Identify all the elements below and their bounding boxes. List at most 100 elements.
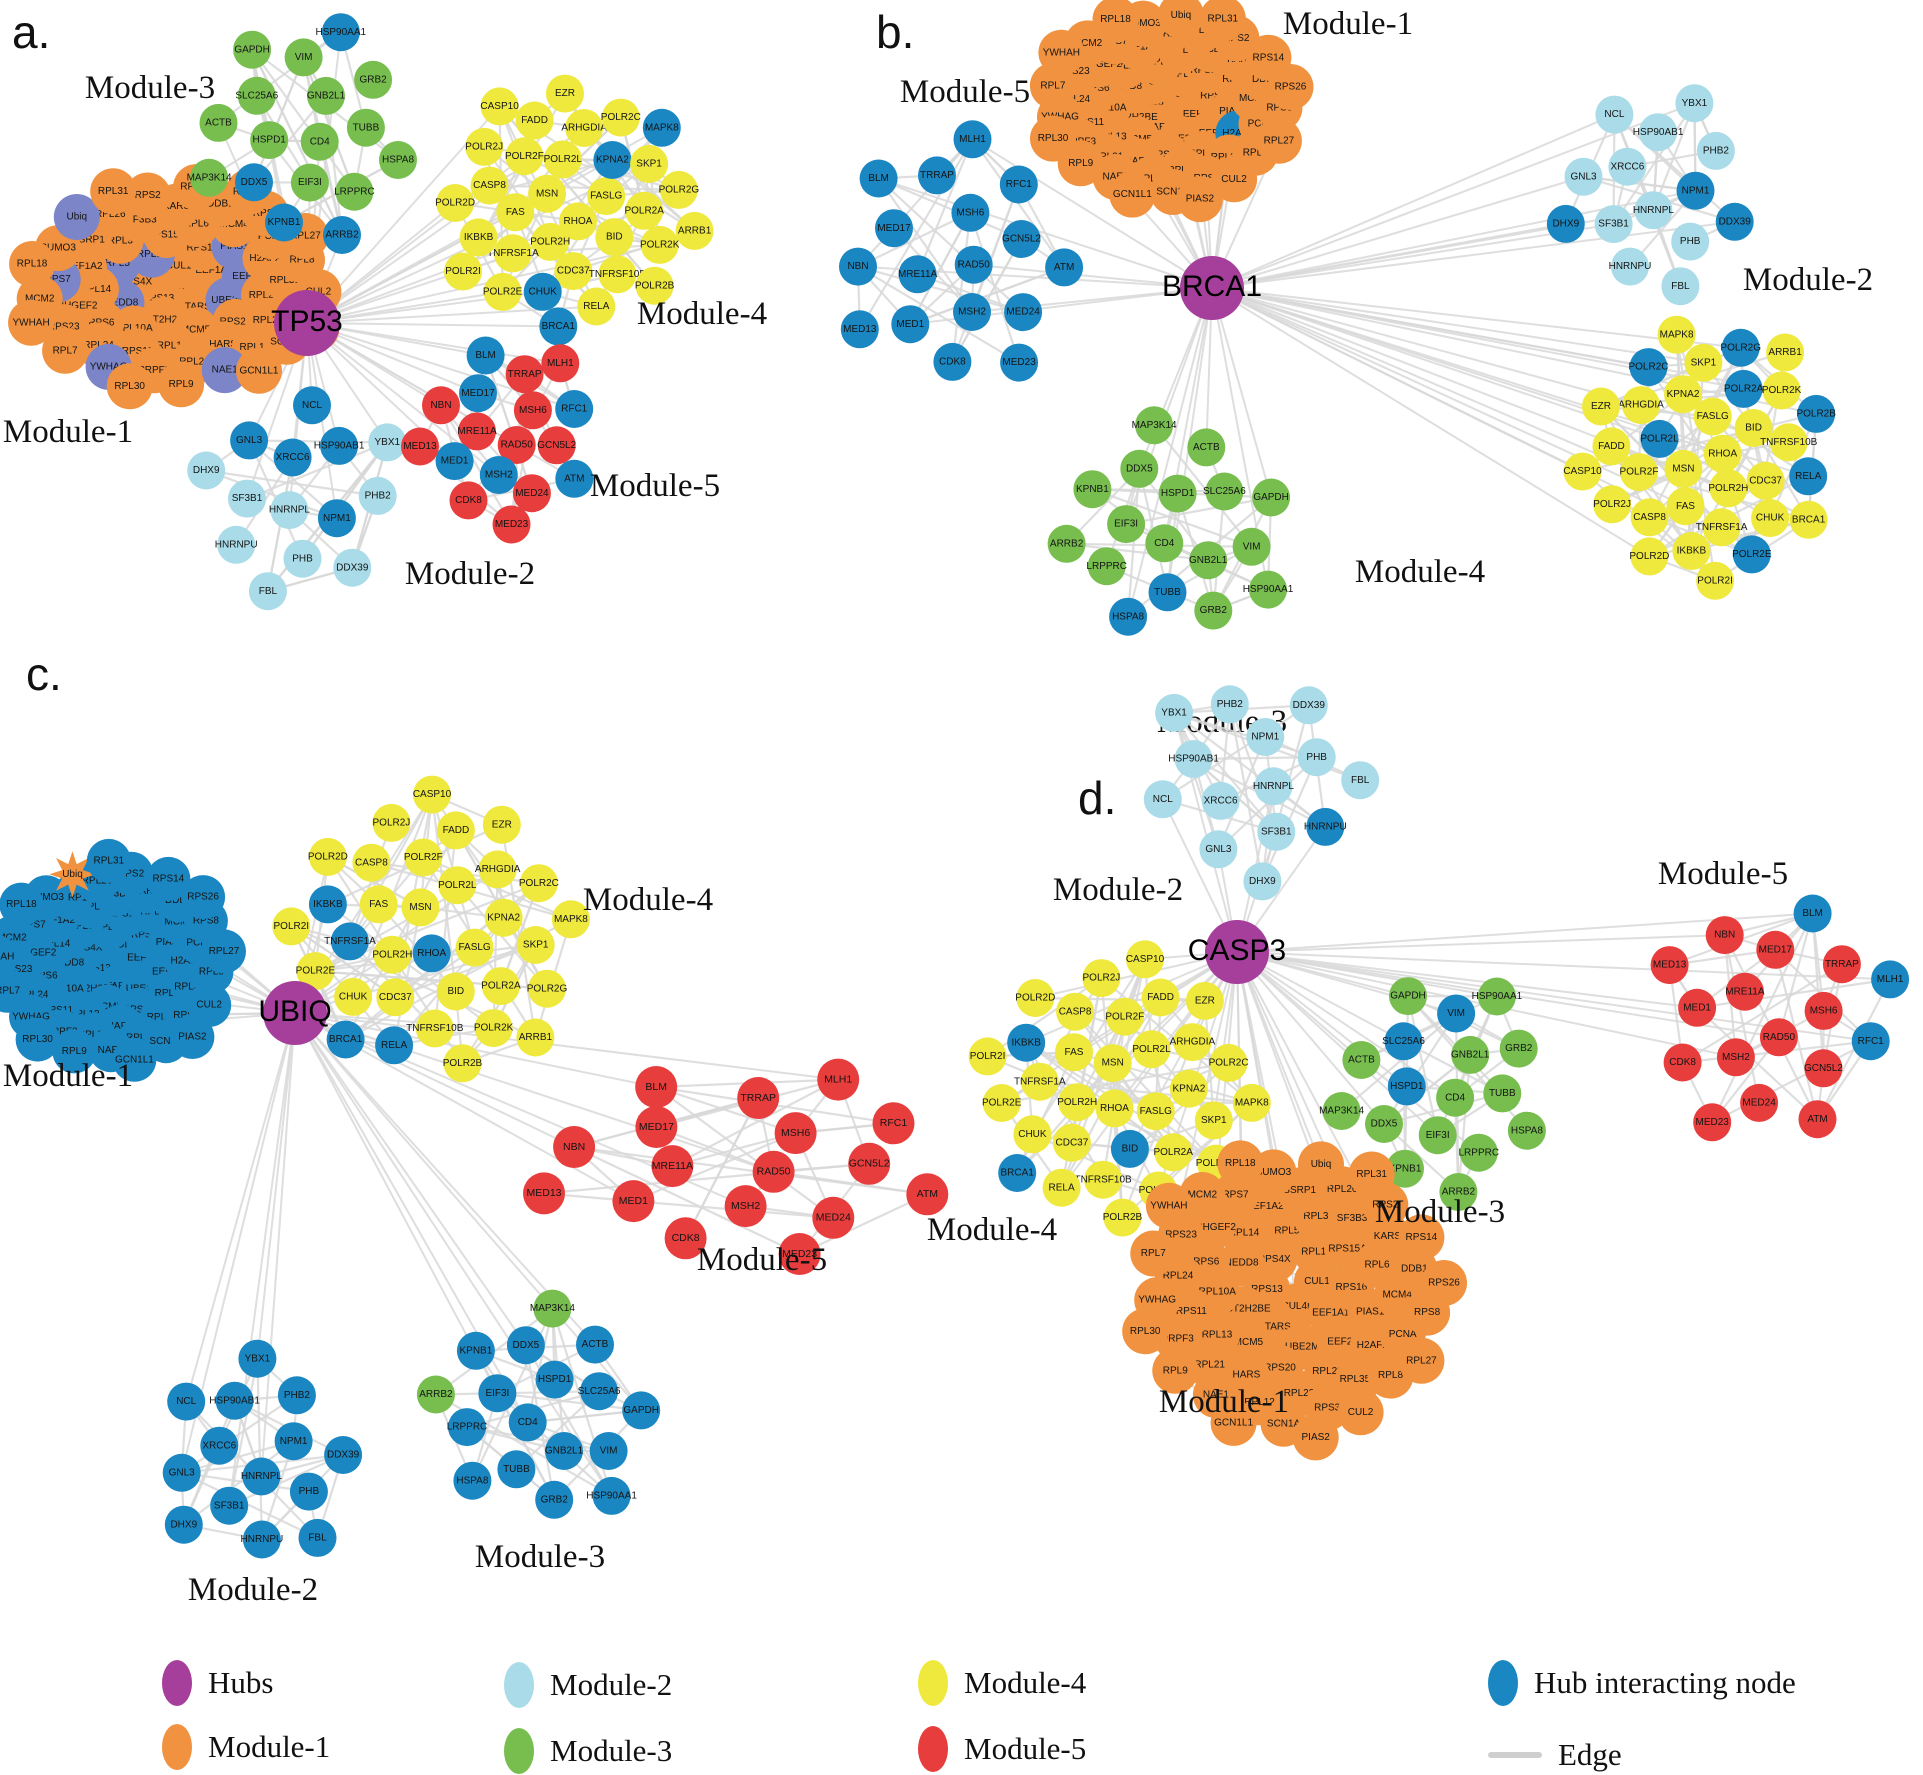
gene-node [577, 287, 616, 326]
gene-node [436, 811, 475, 850]
gene-node [1252, 478, 1291, 517]
module-label: Module-3 [475, 1539, 605, 1575]
hub-edge-line [294, 1012, 527, 1346]
gene-node [1634, 191, 1673, 230]
gene-node [651, 1145, 694, 1188]
gene-node [1141, 978, 1180, 1017]
panel-c-nodes: RHOAMSNFASLGPOLR2HPOLR2LBIDFASKPNA2CDC37… [0, 775, 949, 1559]
gene-node [1678, 988, 1717, 1027]
gene-node [1756, 930, 1795, 969]
gene-node [1459, 1133, 1498, 1172]
gene-node [1740, 1083, 1779, 1122]
hub-edge-line [1236, 951, 1891, 981]
gene-node [1173, 1023, 1212, 1062]
edge-line [857, 265, 1024, 314]
hub-edge-line [228, 1012, 296, 1506]
edge-line [970, 184, 1020, 313]
gene-node [1703, 434, 1742, 473]
hub-edge-line [294, 1012, 529, 1423]
gene-node [1721, 328, 1760, 367]
gene-node [307, 76, 345, 115]
gene-node [1073, 470, 1112, 509]
gene-node [284, 38, 323, 77]
gene-node [553, 1126, 596, 1168]
gene-node [625, 191, 664, 230]
hub-label: TP53 [271, 305, 343, 338]
gene-node [1851, 1022, 1890, 1061]
gene-node [1000, 343, 1039, 382]
edge-line [671, 1078, 839, 1168]
gene-node [15, 1017, 60, 1062]
gene-node [200, 1426, 239, 1465]
gene-node [436, 184, 475, 222]
legend-label-edge: Edge [1558, 1737, 1622, 1772]
edge-line [857, 211, 971, 268]
edge-line [205, 469, 338, 520]
gene-node [1564, 157, 1603, 196]
gene-node [181, 875, 226, 920]
panel-letter-c: c. [26, 648, 62, 700]
gene-node [1052, 1123, 1091, 1162]
gene-node [635, 1106, 678, 1148]
gene-node [1507, 1111, 1546, 1150]
gene-node [415, 1009, 454, 1048]
gene-node [840, 310, 879, 349]
gene-node [951, 193, 990, 232]
gene-node [250, 121, 289, 160]
gene-node [1696, 561, 1735, 600]
gene-node [1693, 1103, 1732, 1142]
gene-node [1095, 1089, 1134, 1128]
gene-node [533, 1289, 572, 1328]
gene-node [1210, 685, 1249, 724]
gene-node [458, 412, 496, 451]
gene-node [752, 1150, 795, 1193]
gene-node [1155, 693, 1194, 732]
gene-node [1499, 1029, 1538, 1068]
gene-node [478, 1374, 517, 1413]
gene-node [531, 222, 570, 261]
gene-node [272, 907, 311, 946]
module-label: Module-1 [1283, 6, 1413, 42]
module-label: Module-2 [1743, 262, 1873, 298]
edge-line [249, 439, 388, 444]
legend-item-1: Module-1 [162, 1722, 330, 1772]
gene-node [1384, 1022, 1423, 1061]
gene-node [1007, 1023, 1046, 1062]
legend-item-5: Module-5 [918, 1724, 1086, 1774]
gene-node [872, 1102, 915, 1145]
edge-line [1203, 1000, 1215, 1121]
hub-node [274, 290, 340, 356]
hub-node [1205, 920, 1269, 984]
gene-node [459, 218, 498, 257]
gene-node [277, 1376, 316, 1415]
gene-node [1477, 977, 1516, 1016]
gene-node [1622, 386, 1660, 425]
gene-node [438, 866, 477, 905]
gene-node [513, 391, 552, 430]
gene-node [413, 775, 451, 814]
gene-node [1232, 1083, 1271, 1122]
gene-node [954, 245, 993, 284]
hub-edge-line [1025, 951, 1238, 1044]
gene-node [1209, 1043, 1248, 1082]
gene-node [1210, 1399, 1257, 1446]
gene-node [1693, 397, 1732, 436]
gene-node [1734, 409, 1773, 447]
gene-node [1398, 1214, 1445, 1261]
gene-node [167, 1382, 206, 1421]
gene-node [1145, 1182, 1192, 1229]
gene-node [1110, 1129, 1149, 1168]
gene-node [1421, 1260, 1467, 1306]
gene-node [968, 1037, 1007, 1076]
gene-node [308, 837, 347, 876]
edge-line [324, 95, 344, 236]
gene-node [1109, 171, 1156, 218]
panel-letter-a: a. [12, 6, 50, 58]
gene-node [320, 426, 359, 465]
hub-edge-line [1211, 287, 1649, 369]
gene-node [555, 390, 594, 428]
edge-line [489, 184, 679, 191]
edge-line [878, 177, 1022, 241]
gene-node [373, 935, 412, 974]
